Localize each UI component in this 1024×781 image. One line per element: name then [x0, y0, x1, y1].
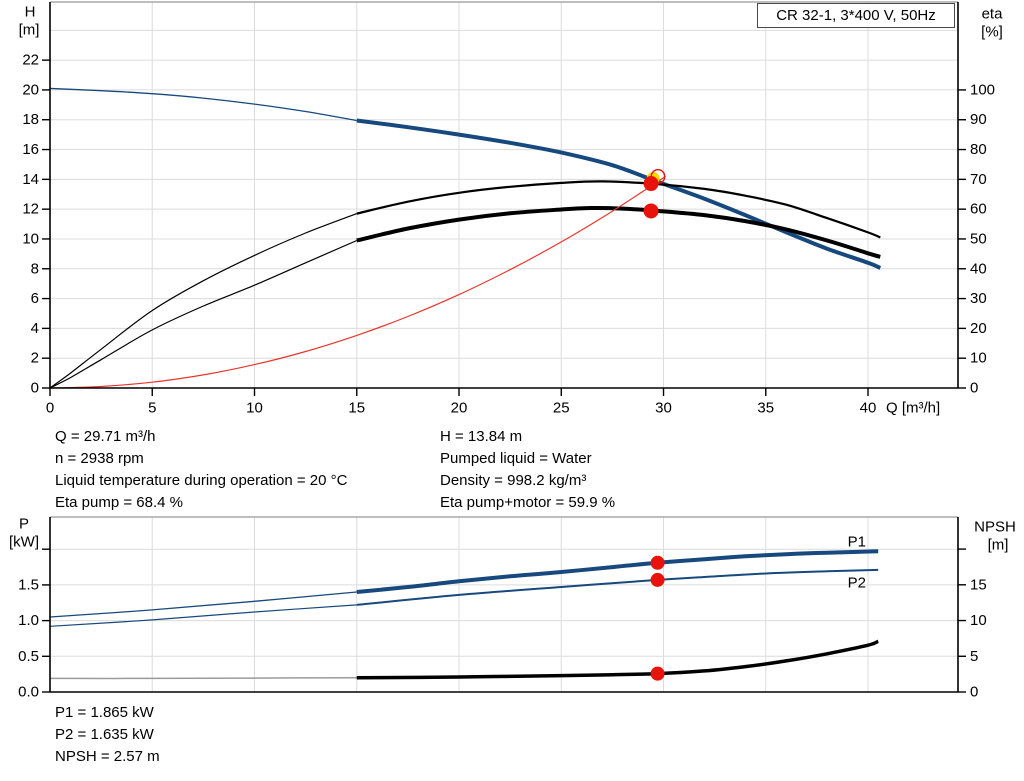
p1-value-text: P1 = 1.865 kW	[55, 704, 154, 721]
y-axis-left-title: P	[19, 516, 29, 533]
speed-text: n = 2938 rpm	[55, 450, 144, 467]
tick-label-left: 1.0	[18, 612, 39, 629]
tick-label-left: 2	[31, 350, 39, 367]
tick-label-right: 5	[970, 648, 978, 665]
tick-label-right: 60	[970, 201, 987, 218]
tick-label-x: 30	[655, 400, 672, 417]
y-axis-right-title: [m]	[988, 537, 1009, 554]
tick-label-left: 12	[22, 201, 39, 218]
qh-curve	[49, 87, 357, 122]
tick-label-right: 100	[970, 81, 995, 98]
eta-pump-motor-curve	[356, 205, 881, 259]
duty-point-p1	[650, 555, 665, 570]
p1-curve	[49, 591, 357, 618]
tick-label-x: 40	[860, 400, 877, 417]
tick-label-x: 35	[757, 400, 774, 417]
p2-curve	[49, 604, 357, 627]
duty-info-right: H = 13.84 m Pumped liquid = Water Densit…	[440, 426, 615, 514]
tick-label-left: 0.0	[18, 684, 39, 701]
tick-label-right: 10	[970, 612, 987, 629]
tick-label-left: 8	[31, 260, 39, 277]
y-axis-left-title: [kW]	[9, 534, 39, 551]
tick-label-right: 15	[970, 576, 987, 593]
pump-performance-chart-canvas: 0246810121416182022010203040506070809010…	[19, 1, 1004, 417]
duty-point-npsh	[650, 666, 665, 681]
y-axis-right-title: eta	[982, 6, 1004, 23]
eta-pump-motor-curve	[49, 239, 358, 389]
tick-label-right: 80	[970, 141, 987, 158]
p1-label: P1	[848, 534, 866, 551]
eta-pump-motor-text: Eta pump+motor = 59.9 %	[440, 494, 616, 511]
power-npsh-chart: 0.0 0.5 1.0 1.5 0 5 10 15 P [kW] NPSH [m] P1 P2	[0, 512, 1024, 701]
p1-curve	[356, 549, 879, 595]
tick-label-right: 10	[970, 350, 987, 367]
duty-point-p2	[650, 572, 665, 587]
npsh-value-text: NPSH = 2.57 m	[55, 748, 160, 765]
duty-point-eta	[643, 203, 659, 219]
p2-label: P2	[848, 574, 866, 591]
y-axis-right-title: NPSH	[974, 519, 1016, 536]
pump-type-label-box: CR 32-1, 3*400 V, 50Hz	[757, 3, 955, 28]
p2-curve	[356, 568, 879, 606]
tick-label-left: 0	[31, 380, 39, 397]
y-axis-left-title: H	[25, 4, 36, 21]
requested-duty-point	[650, 169, 666, 185]
tick-label-right: 20	[970, 320, 987, 337]
tick-label-right: 0	[970, 380, 978, 397]
pumped-liquid-text: Pumped liquid = Water	[440, 450, 592, 467]
tick-label-left: 20	[22, 81, 39, 98]
tick-label-left: 6	[31, 290, 39, 307]
y-axis-left-title: [m]	[19, 22, 40, 39]
tick-label-left: 22	[22, 52, 39, 69]
power-info-block: P1 = 1.865 kW P2 = 1.635 kW NPSH = 2.57 …	[55, 702, 160, 768]
tick-label-right: 70	[970, 171, 987, 188]
system-curve	[49, 175, 666, 389]
y-axis-right-title: [%]	[981, 24, 1003, 41]
qh-curve	[356, 118, 882, 270]
density-text: Density = 998.2 kg/m³	[440, 472, 587, 489]
tick-label-left: 10	[22, 230, 39, 247]
duty-flow-text: Q = 29.71 m³/h	[55, 428, 156, 445]
p2-value-text: P2 = 1.635 kW	[55, 726, 154, 743]
eta-pump-curve	[49, 213, 358, 389]
duty-point-qh	[643, 176, 659, 192]
eta-pump-text: Eta pump = 68.4 %	[55, 494, 183, 511]
liquid-temp-text: Liquid temperature during operation = 20…	[55, 472, 348, 489]
tick-label-x: 15	[348, 400, 365, 417]
pump-type-label: CR 32-1, 3*400 V, 50Hz	[776, 7, 936, 24]
tick-label-left: 14	[22, 171, 39, 188]
tick-label-x: 0	[46, 400, 54, 417]
npsh-curve	[49, 676, 357, 680]
tick-label-left: 16	[22, 141, 39, 158]
pump-performance-chart: 0 2 4 6 8 10 12 14 16 18 20 22 0 10 20 30 40 50 60 70 80 90 10…	[19, 1, 1004, 417]
tick-label-x: 10	[246, 400, 263, 417]
tick-label-left: 1.5	[18, 576, 39, 593]
tick-label-right: 0	[970, 684, 978, 701]
tick-label-right: 40	[970, 260, 987, 277]
tick-label-x: 25	[553, 400, 570, 417]
x-axis-unit-label: Q [m³/h]	[886, 400, 940, 417]
tick-label-left: 0.5	[18, 648, 39, 665]
npsh-curve	[356, 639, 879, 680]
tick-label-right: 50	[970, 230, 987, 247]
duty-head-text: H = 13.84 m	[440, 428, 523, 445]
power-npsh-chart-canvas: 0.0 0.5 1.0 1.5 0 5 10 15 P[kW] NPSH[m] P1 P2	[9, 516, 1016, 701]
tick-label-right: 30	[970, 290, 987, 307]
duty-info-left: Q = 29.71 m³/h n = 2938 rpm Liquid tempe…	[55, 426, 347, 514]
tick-label-left: 4	[31, 320, 39, 337]
tick-label-right: 90	[970, 111, 987, 128]
tick-label-left: 18	[22, 111, 39, 128]
tick-label-x: 5	[148, 400, 156, 417]
tick-label-x: 20	[451, 400, 468, 417]
